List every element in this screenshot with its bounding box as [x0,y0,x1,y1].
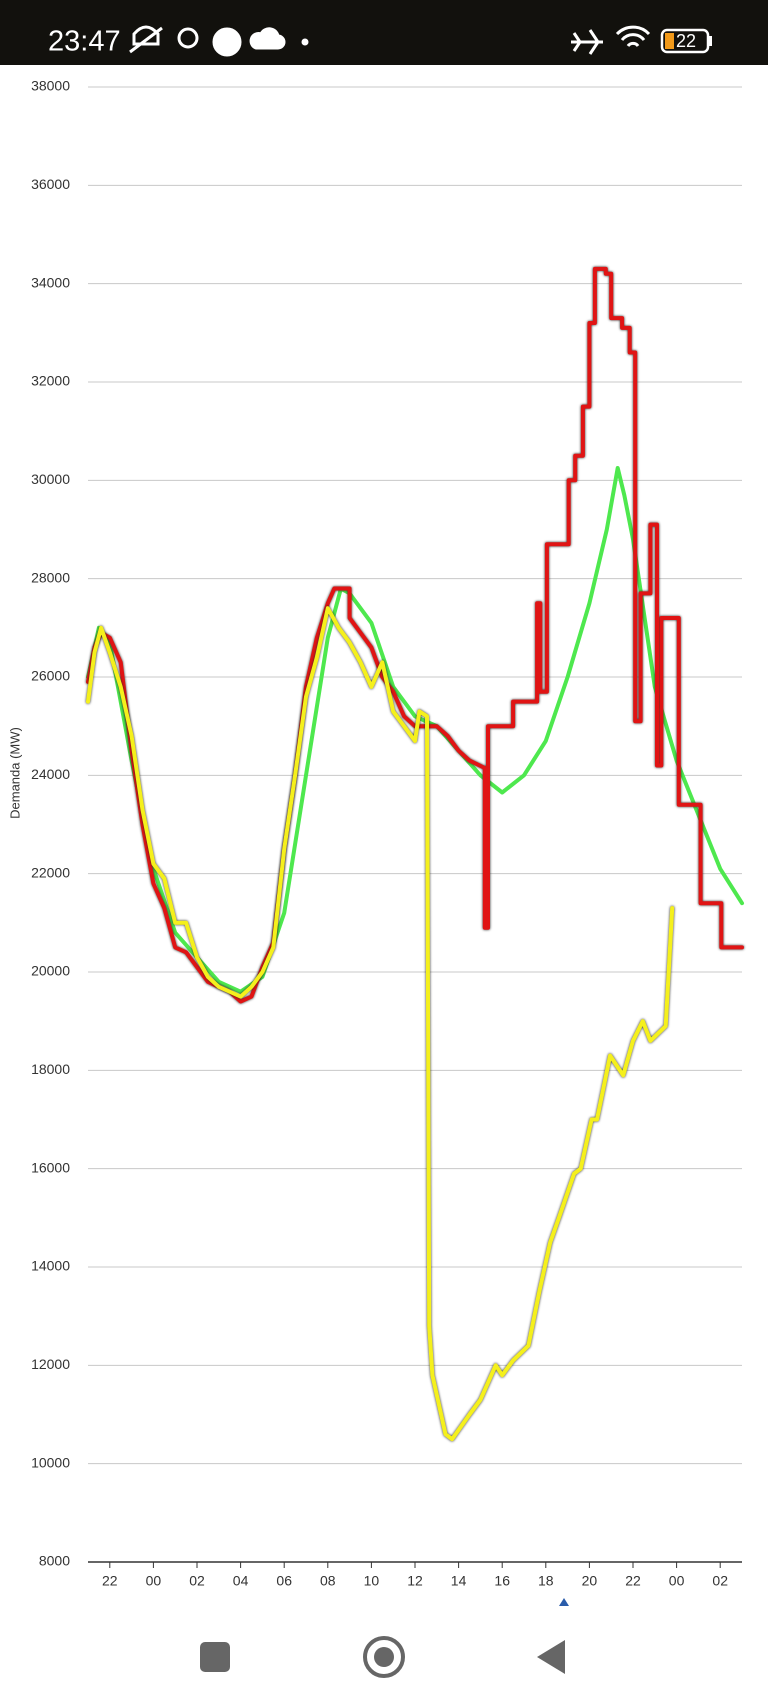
y-tick-label: 18000 [31,1061,70,1077]
y-tick-label: 38000 [31,78,70,94]
y-tick-label: 22000 [31,864,70,880]
y-tick-label: 12000 [31,1356,70,1372]
battery [660,28,710,54]
x-tick-label: 00 [146,1573,162,1589]
y-tick-label: 32000 [31,373,70,389]
y-tick-label: 8000 [39,1553,70,1569]
x-tick-label: 02 [189,1573,205,1589]
battery-tip [709,36,712,46]
y-tick-label: 36000 [31,176,70,192]
x-tick-label: 22 [102,1573,118,1589]
x-tick-label: 16 [494,1573,510,1589]
y-tick-label: 20000 [31,963,70,979]
x-tick-label: 00 [669,1573,685,1589]
x-tick-label: 08 [320,1573,336,1589]
battery-text: 22 [676,31,696,51]
nav-bar [200,1636,565,1678]
x-tick-label: 10 [364,1573,380,1589]
y-tick-label: 34000 [31,274,70,290]
series-line [86,266,744,1004]
x-tick-label: 12 [407,1573,423,1589]
status-bar [0,0,768,65]
x-tick-label: 04 [233,1573,249,1589]
nav-recent[interactable] [200,1642,230,1672]
y-tick-label: 10000 [31,1454,70,1470]
x-tick-label: 02 [712,1573,728,1589]
x-tick-label: 14 [451,1573,467,1589]
y-tick-label: 30000 [31,471,70,487]
x-tick-label: 18 [538,1573,554,1589]
scroll-marker [559,1598,569,1606]
clock: 23:47 [48,26,121,58]
y-tick-label: 28000 [31,569,70,585]
nav-home[interactable] [363,1636,405,1678]
plot: 8000100001200014000160001800020000220002… [31,78,744,1589]
y-axis-label: Demanda (MW) [7,727,22,819]
series-line [86,466,744,994]
nav-home-dot [374,1647,394,1667]
series-line [86,606,675,1442]
y-tick-label: 24000 [31,766,70,782]
nav-back[interactable] [537,1640,565,1674]
x-tick-label: 20 [582,1573,598,1589]
x-tick-label: 06 [276,1573,292,1589]
y-tick-label: 26000 [31,668,70,684]
y-tick-label: 14000 [31,1258,70,1274]
x-tick-label: 22 [625,1573,641,1589]
battery-level [665,33,674,49]
status-icons [129,25,651,57]
y-tick-label: 16000 [31,1159,70,1175]
